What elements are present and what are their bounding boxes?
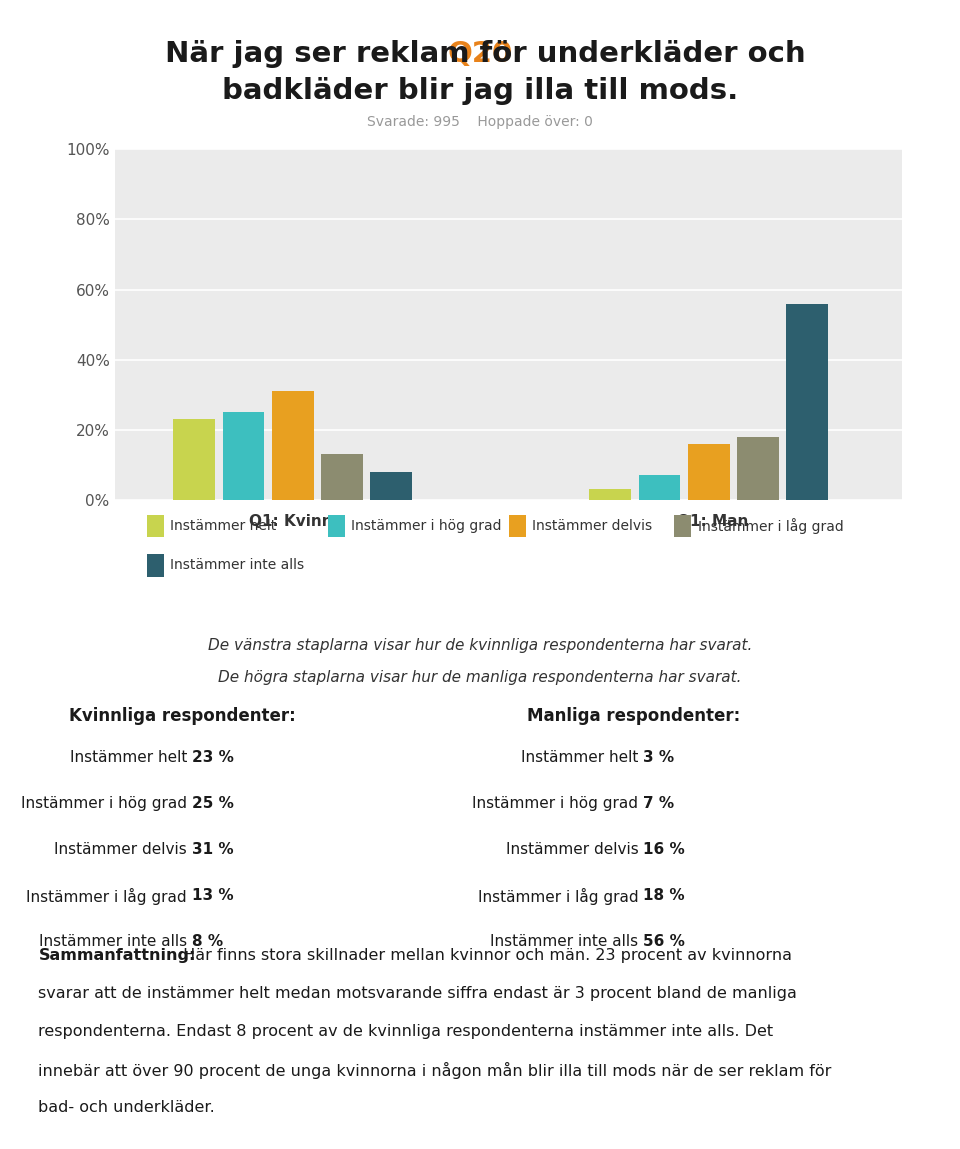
FancyBboxPatch shape <box>327 515 345 537</box>
Bar <box>638 476 681 500</box>
Text: bad- och underkläder.: bad- och underkläder. <box>38 1100 215 1115</box>
Bar <box>786 303 828 500</box>
Text: 7 %: 7 % <box>643 796 674 811</box>
Text: Instämmer delvis: Instämmer delvis <box>533 518 653 533</box>
Text: Instämmer inte alls: Instämmer inte alls <box>39 934 192 949</box>
Bar <box>174 419 215 500</box>
Text: Instämmer i hög grad: Instämmer i hög grad <box>351 518 502 533</box>
FancyBboxPatch shape <box>509 515 526 537</box>
Text: respondenterna. Endast 8 procent av de kvinnliga respondenterna instämmer inte a: respondenterna. Endast 8 procent av de k… <box>38 1024 774 1039</box>
FancyBboxPatch shape <box>674 515 691 537</box>
Text: Svarade: 995    Hoppade över: 0: Svarade: 995 Hoppade över: 0 <box>367 115 593 129</box>
Bar <box>321 454 363 500</box>
Text: Instämmer inte alls: Instämmer inte alls <box>170 558 304 572</box>
Text: De vänstra staplarna visar hur de kvinnliga respondenterna har svarat.: De vänstra staplarna visar hur de kvinnl… <box>207 638 753 653</box>
Text: Manliga respondenter:: Manliga respondenter: <box>527 707 740 725</box>
Text: 8 %: 8 % <box>192 934 223 949</box>
Text: 56 %: 56 % <box>643 934 685 949</box>
Text: Q20: Q20 <box>447 40 513 68</box>
Text: Instämmer i låg grad: Instämmer i låg grad <box>478 888 643 905</box>
Text: Instämmer inte alls: Instämmer inte alls <box>491 934 643 949</box>
Text: 25 %: 25 % <box>192 796 234 811</box>
Bar <box>737 437 779 500</box>
Text: 18 %: 18 % <box>643 888 684 903</box>
Text: 31 %: 31 % <box>192 842 233 857</box>
Text: Instämmer helt: Instämmer helt <box>70 750 192 765</box>
Bar <box>223 412 264 500</box>
Text: När jag ser reklam för underkläder och: När jag ser reklam för underkläder och <box>155 40 805 68</box>
Text: Sammanfattning:: Sammanfattning: <box>38 948 196 963</box>
FancyBboxPatch shape <box>147 515 164 537</box>
Text: 3 %: 3 % <box>643 750 674 765</box>
Text: innebär att över 90 procent de unga kvinnorna i någon mån blir illa till mods nä: innebär att över 90 procent de unga kvin… <box>38 1062 831 1079</box>
Text: svarar att de instämmer helt medan motsvarande siffra endast är 3 procent bland : svarar att de instämmer helt medan motsv… <box>38 986 797 1001</box>
Text: De högra staplarna visar hur de manliga respondenterna har svarat.: De högra staplarna visar hur de manliga … <box>218 670 742 685</box>
Text: Kvinnliga respondenter:: Kvinnliga respondenter: <box>69 707 296 725</box>
Text: 16 %: 16 % <box>643 842 684 857</box>
Text: Instämmer helt: Instämmer helt <box>521 750 643 765</box>
Text: 13 %: 13 % <box>192 888 233 903</box>
Text: Här finns stora skillnader mellan kvinnor och män. 23 procent av kvinnorna: Här finns stora skillnader mellan kvinno… <box>178 948 792 963</box>
Text: Instämmer helt: Instämmer helt <box>170 518 276 533</box>
Bar <box>272 391 314 500</box>
Text: Instämmer delvis: Instämmer delvis <box>506 842 643 857</box>
Text: Instämmer i låg grad: Instämmer i låg grad <box>698 518 844 533</box>
Text: badkläder blir jag illa till mods.: badkläder blir jag illa till mods. <box>222 77 738 105</box>
Bar <box>687 444 730 500</box>
Text: Instämmer i hög grad: Instämmer i hög grad <box>21 796 192 811</box>
Bar <box>371 472 412 500</box>
Text: Instämmer delvis: Instämmer delvis <box>55 842 192 857</box>
FancyBboxPatch shape <box>147 554 164 577</box>
Bar <box>589 489 631 500</box>
Text: Instämmer i hög grad: Instämmer i hög grad <box>472 796 643 811</box>
Text: 23 %: 23 % <box>192 750 234 765</box>
Text: Instämmer i låg grad: Instämmer i låg grad <box>27 888 192 905</box>
